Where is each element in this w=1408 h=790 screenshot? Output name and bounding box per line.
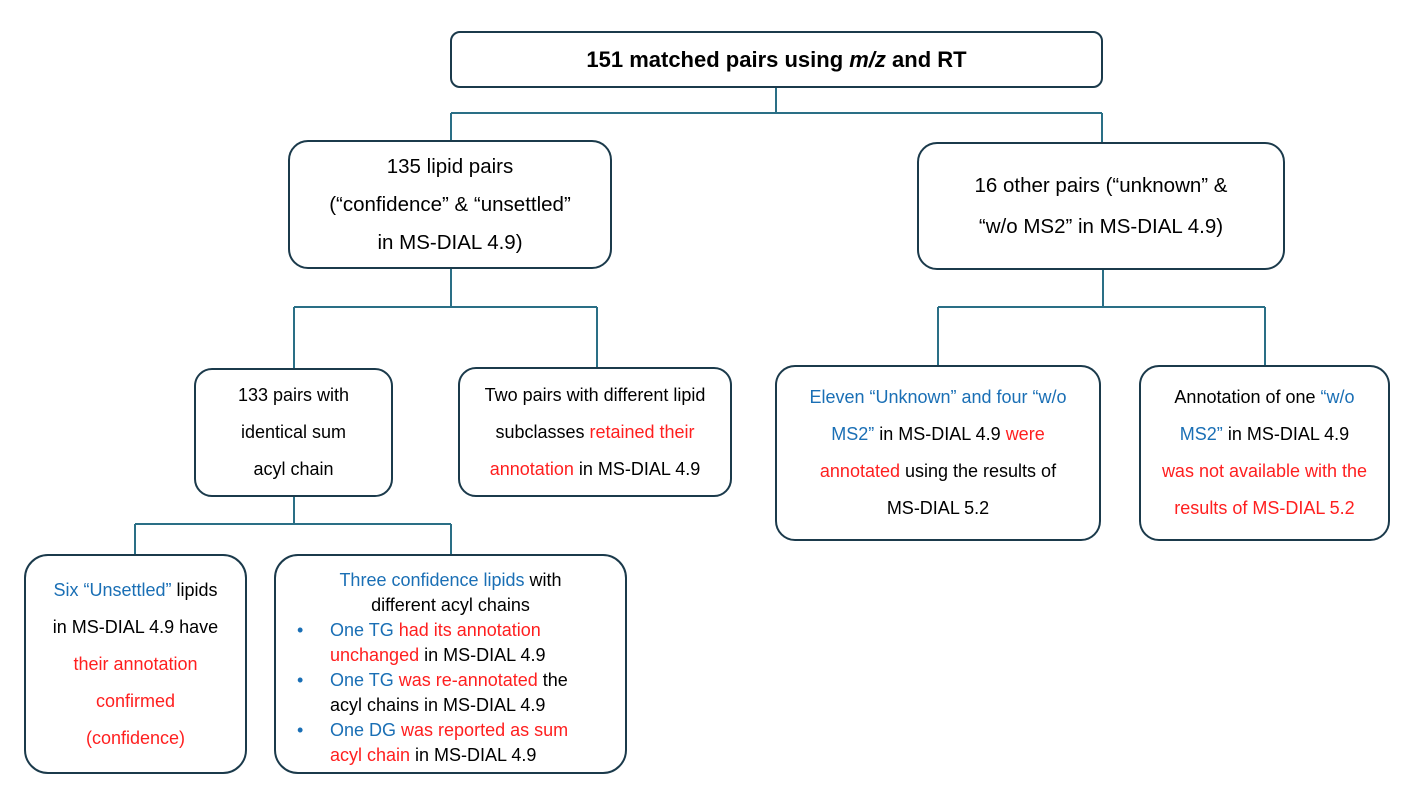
node-text-line: (“confidence” & “unsettled” (329, 192, 571, 216)
node-text-line: Two pairs with different lipid (484, 384, 706, 405)
node-text-line: Annotation of one “w/o (1174, 387, 1355, 407)
node-133-pairs-identical-sum: 133 pairs with identical sum acyl chain (194, 368, 393, 497)
node-text-line: results of MS-DIAL 5.2 (1174, 498, 1355, 518)
root-node-151-matched-pairs: 151 matched pairs using m/z and RT (450, 31, 1103, 88)
node-text-line: acyl chain (253, 459, 334, 479)
connector-16 (937, 270, 1266, 365)
bullet-item: • One TG was re-annotated the acyl chain… (297, 670, 568, 715)
node-text-line: Eleven “Unknown” and four “w/o (809, 387, 1067, 407)
node-text-line: their annotation (73, 653, 198, 674)
node-text-line: annotated using the results of (819, 461, 1057, 481)
node-three-confidence-lipids: Three confidence lipids with different a… (274, 554, 627, 774)
root-title: 151 matched pairs using m/z and RT (586, 46, 967, 72)
node-text-line: different acyl chains (371, 595, 530, 615)
node-text-line: in MS-DIAL 4.9) (377, 230, 523, 254)
connector-133 (134, 497, 452, 554)
node-six-unsettled-lipids: Six “Unsettled” lipids in MS-DIAL 4.9 ha… (24, 554, 247, 774)
node-text-line: “w/o MS2” in MS-DIAL 4.9) (978, 215, 1224, 238)
node-text-line: 135 lipid pairs (386, 154, 514, 178)
node-text-line: annotation in MS-DIAL 4.9 (489, 458, 701, 479)
connector-root (450, 88, 1103, 142)
node-annotation-one-wo-ms2: Annotation of one “w/o MS2” in MS-DIAL 4… (1139, 365, 1390, 541)
node-text-line: confirmed (95, 690, 176, 711)
node-text-line: was not available with the (1161, 461, 1368, 481)
node-16-other-pairs: 16 other pairs (“unknown” & “w/o MS2” in… (917, 142, 1285, 270)
bullet-item: • One DG was reported as sum acyl chain … (297, 720, 569, 765)
node-text-line: identical sum (240, 422, 347, 442)
node-text-line: 133 pairs with (237, 385, 350, 405)
node-text-line: (confidence) (85, 727, 186, 748)
node-eleven-unknown-four-wo-ms2: Eleven “Unknown” and four “w/o MS2” in M… (775, 365, 1101, 541)
connector-135 (293, 269, 598, 368)
node-text-line: Three confidence lipids with (339, 570, 562, 590)
node-text-line: in MS-DIAL 4.9 have (52, 616, 219, 637)
bullet-dot-icon: • (297, 720, 304, 740)
node-135-lipid-pairs: 135 lipid pairs (“confidence” & “unsettl… (288, 140, 612, 269)
bullet-item: • One TG had its annotation unchanged in… (297, 620, 546, 665)
node-text-line: Six “Unsettled” lipids (53, 579, 218, 600)
node-text-line: subclasses retained their (495, 421, 695, 442)
node-two-pairs-different-subclasses: Two pairs with different lipid subclasse… (458, 367, 732, 497)
node-text-line: MS2” in MS-DIAL 4.9 were (831, 424, 1045, 444)
node-text-line: MS-DIAL 5.2 (886, 498, 990, 518)
bullet-list: • One TG had its annotation unchanged in… (276, 618, 625, 768)
bullet-dot-icon: • (297, 670, 304, 690)
node-text-line: MS2” in MS-DIAL 4.9 (1179, 424, 1350, 444)
node-text-line: 16 other pairs (“unknown” & (974, 174, 1228, 197)
bullet-dot-icon: • (297, 620, 304, 640)
